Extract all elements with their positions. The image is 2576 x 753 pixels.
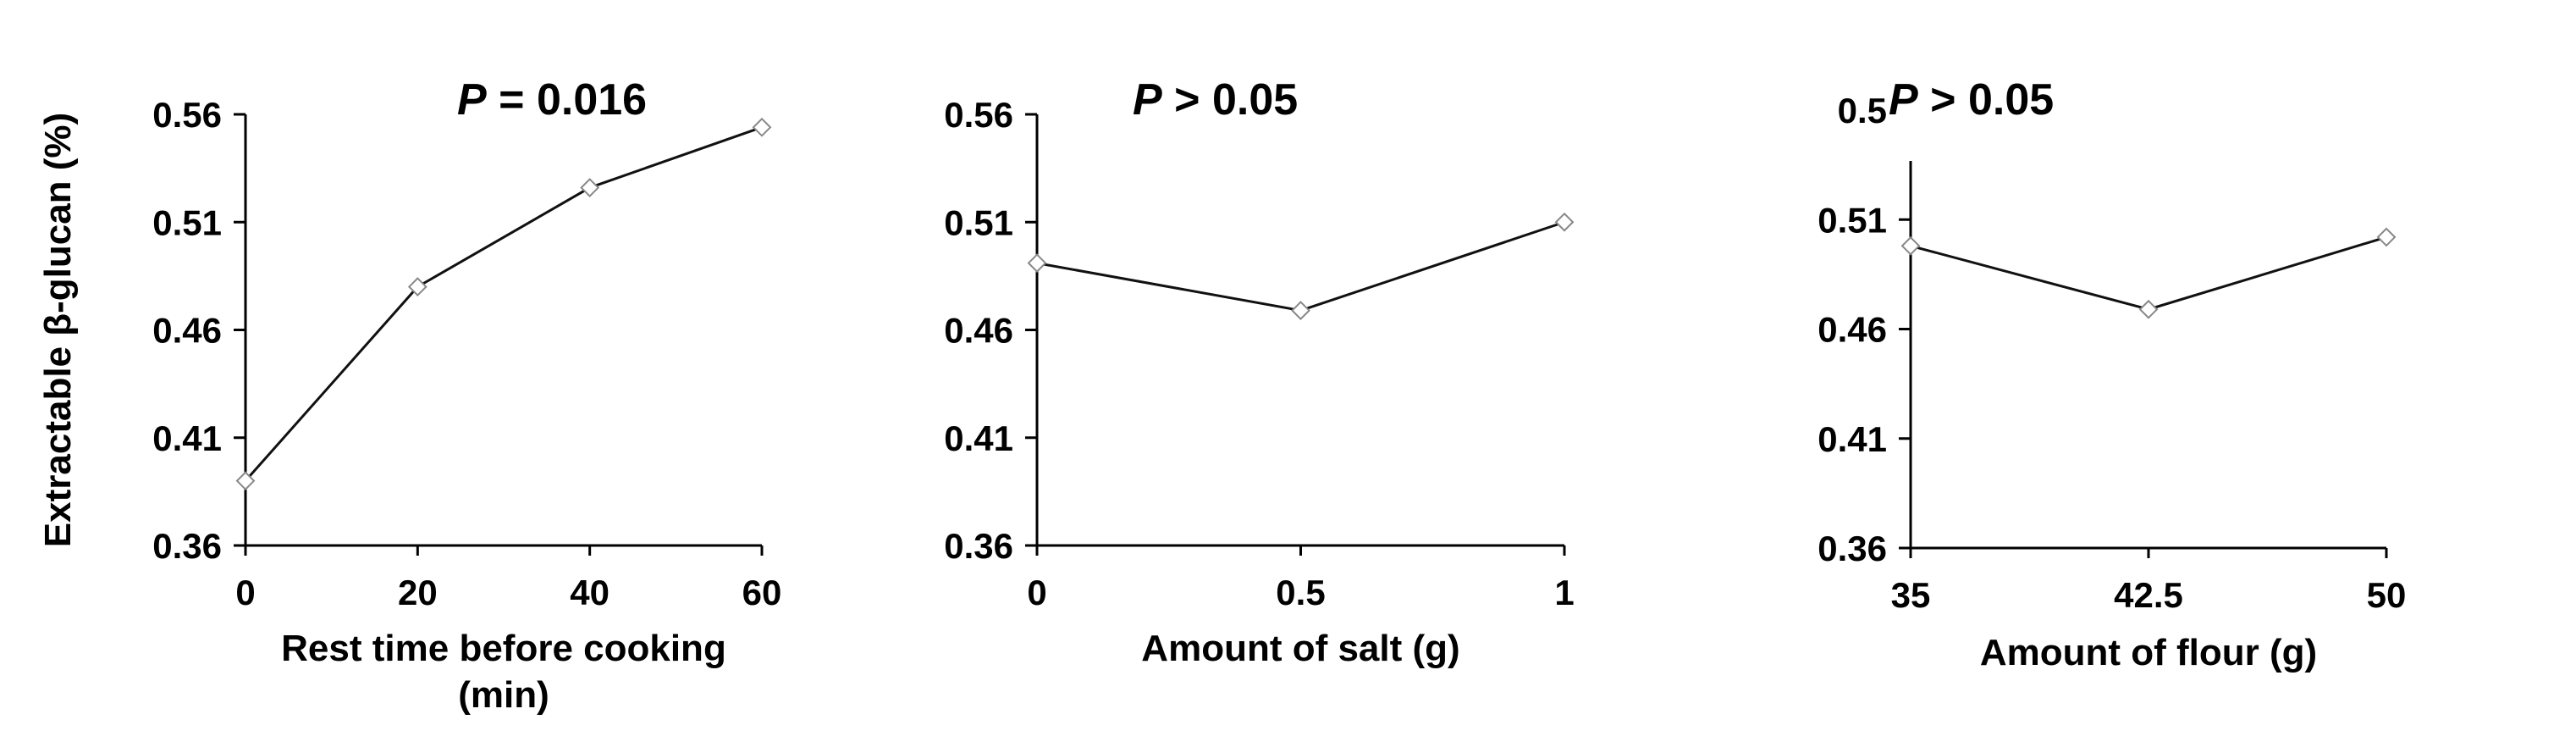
y-tick-label: 0.5: [1838, 91, 1887, 130]
data-point: [2376, 227, 2397, 247]
data-point: [1291, 301, 1310, 321]
y-axis-label: Extractable β-glucan (%): [37, 113, 79, 547]
data-point: [752, 117, 772, 137]
y-tick-label: 0.36: [1818, 529, 1887, 568]
y-tick-label: 0.51: [1818, 200, 1887, 240]
y-tick-label: 0.56: [944, 95, 1013, 135]
chart-panel-3: 0.36 0.41 0.46 0.51 0.5 35 42.5 50 Amount of flo…: [1818, 75, 2406, 673]
x-axis-label: Rest time before cooking: [281, 628, 726, 669]
x-axis-label: (min): [458, 674, 549, 716]
y-tick-label: 0.41: [944, 418, 1013, 458]
x-tick-label: 42.5: [2114, 575, 2183, 615]
chart-panel-1: 0.36 0.41 0.46 0.51 0.56 0 20 40 60 Rest time bef…: [37, 75, 781, 716]
y-tick-label: 0.51: [152, 202, 222, 242]
y-tick-label: 0.46: [152, 311, 222, 351]
x-tick-label: 1: [1554, 573, 1574, 612]
data-point: [1900, 235, 1921, 256]
data-point: [1554, 212, 1575, 232]
x-tick-label: 0: [1027, 573, 1046, 612]
x-axis-label: Amount of flour (g): [1980, 632, 2317, 673]
data-point: [1027, 253, 1047, 274]
y-tick-label: 0.46: [1818, 310, 1887, 350]
x-tick-label: 50: [2367, 575, 2407, 615]
series-line: [244, 125, 763, 482]
y-tick-label: 0.41: [1818, 419, 1887, 459]
data-point: [407, 277, 427, 297]
x-tick-label: 40: [570, 573, 610, 612]
series-line: [1910, 235, 2387, 311]
data-point: [235, 471, 256, 491]
x-tick-label: 35: [1891, 575, 1931, 615]
x-tick-label: 20: [398, 573, 438, 612]
y-tick-label: 0.36: [944, 526, 1013, 566]
x-tick-label: 0: [235, 573, 255, 612]
p-value-annotation: P > 0.05: [1133, 75, 1298, 125]
data-point: [2138, 299, 2159, 319]
y-tick-label: 0.51: [944, 202, 1013, 242]
y-tick-label: 0.56: [152, 95, 222, 135]
x-axis-label: Amount of salt (g): [1141, 628, 1459, 669]
x-tick-label: 60: [742, 573, 782, 612]
series-line: [1036, 220, 1565, 313]
data-point: [580, 178, 600, 197]
x-tick-label: 0.5: [1276, 573, 1325, 612]
y-tick-label: 0.41: [152, 418, 222, 458]
y-tick-label: 0.46: [944, 311, 1013, 351]
p-value-annotation: P > 0.05: [1889, 75, 2054, 125]
p-value-annotation: P = 0.016: [457, 75, 647, 125]
y-tick-label: 0.36: [152, 526, 222, 566]
